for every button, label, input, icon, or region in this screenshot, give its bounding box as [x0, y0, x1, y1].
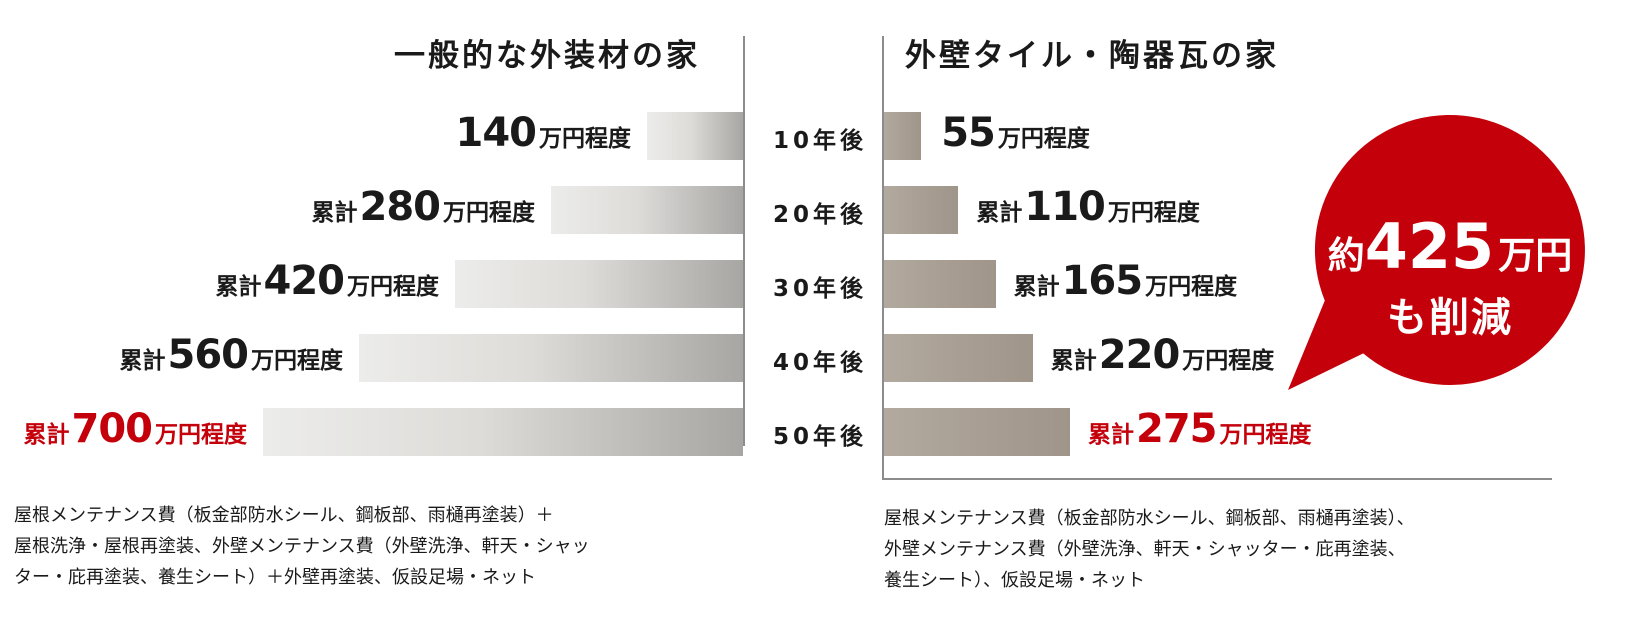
- right-baseline: [882, 478, 1552, 480]
- year-label: 20年後: [772, 202, 867, 228]
- year-label: 30年後: [772, 276, 867, 302]
- left-note-line: ター・庇再塗装、養生シート）＋外壁再塗装、仮設足場・ネット: [14, 567, 536, 588]
- right-note-line: 屋根メンテナンス費（板金部防水シール、鋼板部、雨樋再塗装）、: [884, 508, 1415, 529]
- left-value-label-suffix: 万円程度: [155, 422, 247, 448]
- right-value-label-suffix: 万円程度: [1107, 200, 1200, 226]
- bubble-number: 425: [1364, 210, 1495, 283]
- left-value-label: 累計 420 万円程度: [216, 261, 440, 301]
- right-value-label: 累計 110 万円程度: [976, 187, 1200, 227]
- left-value-label: 累計 280 万円程度: [312, 187, 536, 227]
- right-value-label-suffix: 万円程度: [997, 126, 1090, 152]
- left-chart-title: 一般的な外装材の家: [394, 38, 700, 74]
- left-value-label-value: 560: [167, 332, 249, 378]
- right-value-label-prefix: 累計: [1013, 274, 1060, 300]
- year-label: 10年後: [772, 128, 867, 154]
- right-value-label: 55 万円程度: [939, 113, 1090, 153]
- right-value-label: 累計 220 万円程度: [1051, 335, 1275, 375]
- left-axis-line: [743, 36, 745, 446]
- left-value-label: 累計 560 万円程度: [120, 335, 344, 375]
- right-value-label-prefix: 累計: [1088, 422, 1134, 448]
- left-value-label-value: 700: [71, 406, 153, 452]
- bubble-line1: 約425 万円: [1300, 210, 1600, 283]
- bubble-unit: 万円: [1498, 234, 1573, 277]
- right-value-label-value: 110: [1024, 184, 1105, 230]
- left-value-label-suffix: 万円程度: [347, 274, 439, 300]
- left-bar: [647, 112, 743, 160]
- right-note-line: 外壁メンテナンス費（外壁洗浄、軒天・シャッター・庇再塗装、: [884, 539, 1406, 560]
- left-value-label-suffix: 万円程度: [251, 348, 343, 374]
- left-value-label-prefix: 累計: [215, 274, 262, 300]
- right-bar: [884, 112, 922, 160]
- right-value-label-suffix: 万円程度: [1182, 348, 1275, 374]
- left-value-label-suffix: 万円程度: [539, 126, 631, 152]
- right-value-label-value: 55: [941, 110, 996, 156]
- right-bar: [884, 408, 1070, 456]
- right-bar: [884, 260, 996, 308]
- right-value-label-prefix: 累計: [1050, 348, 1097, 374]
- left-value-label-value: 280: [359, 184, 441, 230]
- right-bar: [884, 334, 1033, 382]
- reduction-speech-bubble: [1288, 114, 1585, 390]
- left-note-line: 屋根洗浄・屋根再塗装、外壁メンテナンス費（外壁洗浄、軒天・シャッ: [14, 536, 590, 557]
- year-label: 40年後: [772, 350, 867, 376]
- bubble-shape: [1288, 114, 1585, 390]
- right-bar: [884, 186, 959, 234]
- year-label: 50年後: [772, 424, 867, 450]
- right-note: 屋根メンテナンス費（板金部防水シール、鋼板部、雨樋再塗装）、 外壁メンテナンス費…: [884, 503, 1415, 596]
- left-value-label-suffix: 万円程度: [443, 200, 535, 226]
- left-value-label-value: 420: [263, 258, 345, 304]
- left-value-label: 累計 700 万円程度: [24, 409, 248, 449]
- left-note-line: 屋根メンテナンス費（板金部防水シール、鋼板部、雨樋再塗装）＋: [14, 505, 554, 526]
- left-value-label: 140 万円程度: [454, 113, 632, 153]
- left-value-label-prefix: 累計: [311, 200, 358, 226]
- bubble-prefix: 約: [1327, 234, 1365, 277]
- bubble-line2: も削減: [1387, 295, 1513, 341]
- left-value-label-value: 140: [455, 110, 537, 156]
- left-bar: [359, 334, 743, 382]
- right-chart-title: 外壁タイル・陶器瓦の家: [905, 38, 1279, 74]
- right-value-label: 累計 165 万円程度: [1014, 261, 1238, 301]
- right-value-label-suffix: 万円程度: [1219, 422, 1312, 448]
- left-bar: [263, 408, 743, 456]
- right-note-line: 養生シート）、仮設足場・ネット: [884, 570, 1145, 591]
- left-bar: [455, 260, 743, 308]
- left-value-label-prefix: 累計: [119, 348, 166, 374]
- right-value-label-suffix: 万円程度: [1145, 274, 1238, 300]
- right-value-label-value: 275: [1136, 406, 1217, 452]
- right-value-label: 累計 275 万円程度: [1088, 409, 1312, 449]
- right-axis-line: [882, 36, 884, 480]
- right-value-label-value: 165: [1061, 258, 1143, 304]
- right-value-label-prefix: 累計: [976, 200, 1023, 226]
- left-bar: [551, 186, 743, 234]
- left-value-label-prefix: 累計: [23, 422, 70, 448]
- left-note: 屋根メンテナンス費（板金部防水シール、鋼板部、雨樋再塗装）＋ 屋根洗浄・屋根再塗…: [14, 500, 590, 593]
- right-value-label-value: 220: [1098, 332, 1180, 378]
